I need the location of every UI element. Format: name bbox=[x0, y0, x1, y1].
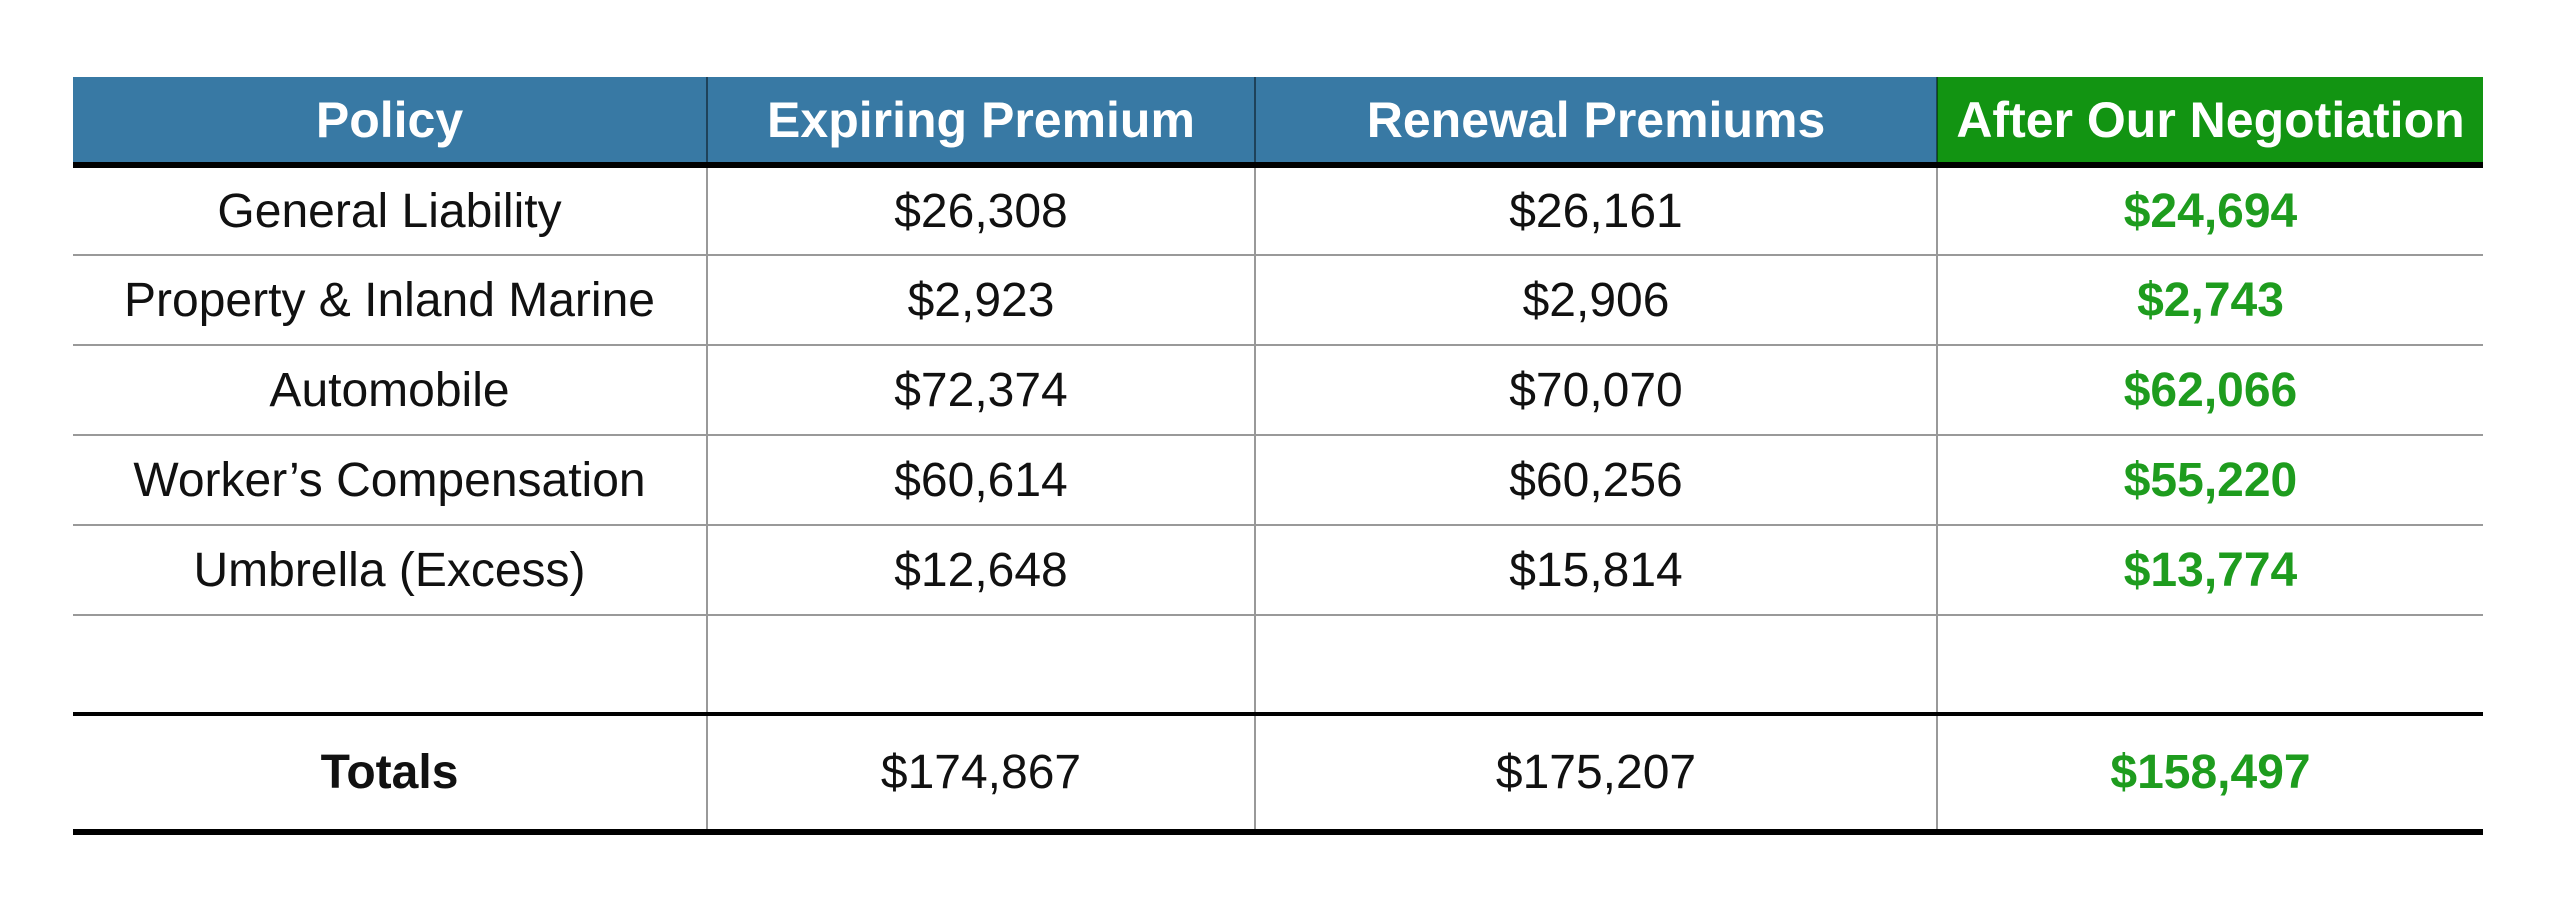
totals-row: Totals $174,867 $175,207 $158,497 bbox=[73, 714, 2483, 835]
spacer-row bbox=[73, 615, 2483, 716]
renewal-premium-cell: $15,814 bbox=[1255, 525, 1938, 616]
policy-name-cell: General Liability bbox=[73, 165, 708, 256]
negotiated-premium-cell: $13,774 bbox=[1937, 525, 2483, 616]
premium-table: Policy Expiring Premium Renewal Premiums… bbox=[73, 77, 2483, 835]
renewal-premium-cell: $26,161 bbox=[1255, 165, 1938, 256]
renewal-premium-cell: $60,256 bbox=[1255, 435, 1938, 526]
table-row: Worker’s Compensation $60,614 $60,256 $5… bbox=[73, 435, 2483, 526]
empty-cell bbox=[1937, 615, 2483, 716]
renewal-premium-cell: $2,906 bbox=[1255, 255, 1938, 346]
policy-name-cell: Umbrella (Excess) bbox=[73, 525, 708, 616]
expiring-premium-cell: $2,923 bbox=[707, 255, 1256, 346]
table-row: General Liability $26,308 $26,161 $24,69… bbox=[73, 165, 2483, 256]
header-row: Policy Expiring Premium Renewal Premiums… bbox=[73, 77, 2483, 168]
table-row: Property & Inland Marine $2,923 $2,906 $… bbox=[73, 255, 2483, 346]
header-expiring-premium: Expiring Premium bbox=[707, 77, 1256, 168]
totals-expiring-cell: $174,867 bbox=[707, 714, 1256, 835]
negotiated-premium-cell: $55,220 bbox=[1937, 435, 2483, 526]
expiring-premium-cell: $60,614 bbox=[707, 435, 1256, 526]
table-row: Umbrella (Excess) $12,648 $15,814 $13,77… bbox=[73, 525, 2483, 616]
totals-negotiated-cell: $158,497 bbox=[1937, 714, 2483, 835]
header-after-negotiation: After Our Negotiation bbox=[1937, 77, 2483, 168]
policy-name-cell: Automobile bbox=[73, 345, 708, 436]
totals-label: Totals bbox=[73, 714, 708, 835]
negotiated-premium-cell: $24,694 bbox=[1937, 165, 2483, 256]
renewal-premium-cell: $70,070 bbox=[1255, 345, 1938, 436]
empty-cell bbox=[73, 615, 708, 716]
totals-renewal-cell: $175,207 bbox=[1255, 714, 1938, 835]
empty-cell bbox=[707, 615, 1256, 716]
header-policy: Policy bbox=[73, 77, 708, 168]
negotiated-premium-cell: $62,066 bbox=[1937, 345, 2483, 436]
negotiated-premium-cell: $2,743 bbox=[1937, 255, 2483, 346]
expiring-premium-cell: $72,374 bbox=[707, 345, 1256, 436]
expiring-premium-cell: $12,648 bbox=[707, 525, 1256, 616]
premium-comparison-table: Policy Expiring Premium Renewal Premiums… bbox=[73, 77, 2483, 835]
table-row: Automobile $72,374 $70,070 $62,066 bbox=[73, 345, 2483, 436]
header-renewal-premiums: Renewal Premiums bbox=[1255, 77, 1938, 168]
empty-cell bbox=[1255, 615, 1938, 716]
policy-name-cell: Property & Inland Marine bbox=[73, 255, 708, 346]
expiring-premium-cell: $26,308 bbox=[707, 165, 1256, 256]
policy-name-cell: Worker’s Compensation bbox=[73, 435, 708, 526]
